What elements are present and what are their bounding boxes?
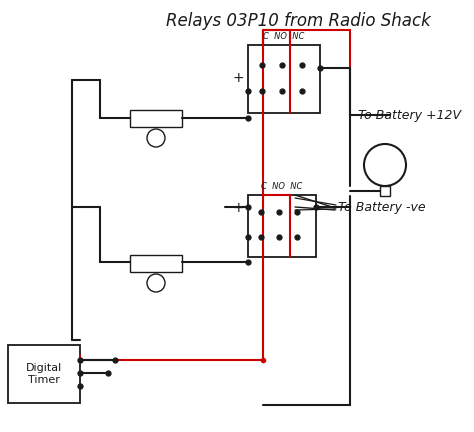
Circle shape — [147, 274, 165, 292]
Text: +: + — [232, 201, 244, 215]
Text: C  NO  NC: C NO NC — [261, 182, 303, 191]
Bar — [380, 186, 390, 196]
Text: Digital
Timer: Digital Timer — [26, 363, 62, 385]
Bar — [8, 345, 80, 403]
Circle shape — [364, 144, 406, 186]
Text: To Battery +12V: To Battery +12V — [358, 108, 461, 121]
Text: Relays 03P10 from Radio Shack: Relays 03P10 from Radio Shack — [166, 12, 431, 30]
Circle shape — [147, 129, 165, 147]
Bar — [248, 45, 320, 113]
Text: C  NO  NC: C NO NC — [264, 32, 305, 41]
Text: +: + — [232, 71, 244, 85]
Bar — [130, 110, 182, 127]
Text: To Battery -ve: To Battery -ve — [338, 201, 426, 215]
Bar — [130, 255, 182, 272]
Bar — [248, 195, 316, 257]
